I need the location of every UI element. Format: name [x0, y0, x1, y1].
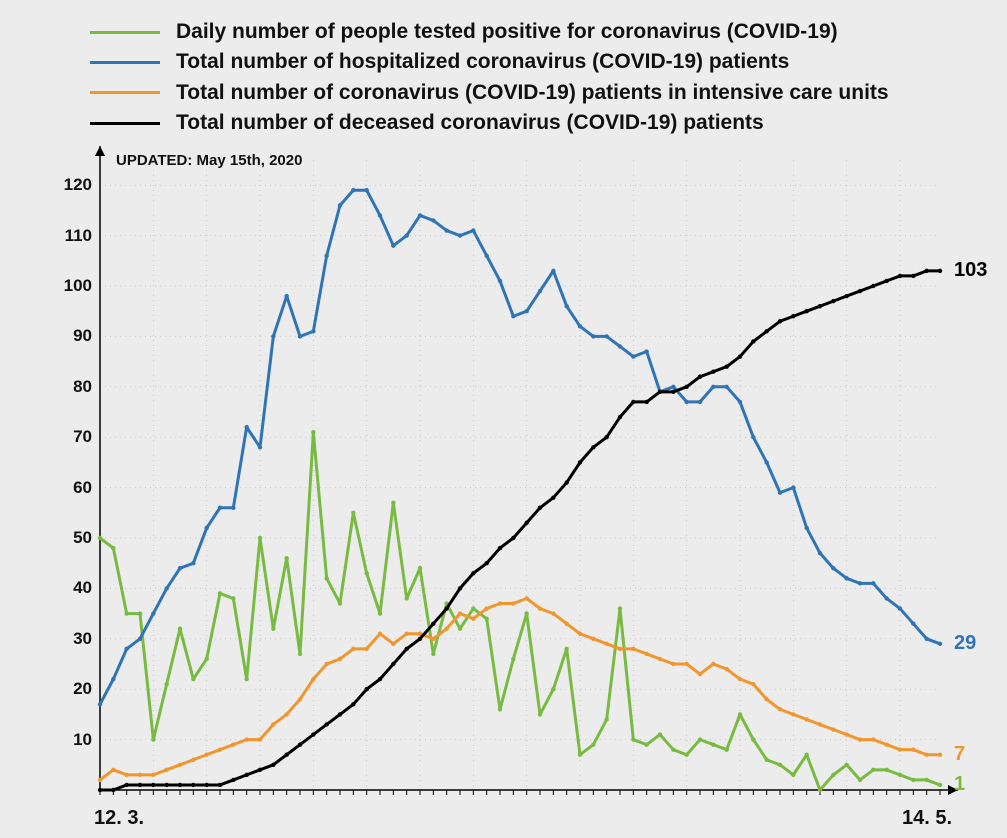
covid-line-chart: { "chart": { "type": "line", "width_px":…	[0, 0, 1007, 838]
y-tick-label: 40	[42, 578, 92, 598]
y-tick-label: 60	[42, 478, 92, 498]
series-line-deceased	[100, 271, 940, 790]
end-value-hospitalized: 29	[954, 632, 976, 655]
series-line-positive	[100, 432, 940, 790]
y-tick-label: 120	[42, 175, 92, 195]
chart-subtitle: UPDATED: May 15th, 2020	[116, 152, 302, 169]
y-tick-label: 90	[42, 326, 92, 346]
series-markers-hospitalized	[98, 188, 942, 706]
y-tick-label: 10	[42, 730, 92, 750]
y-tick-label: 20	[42, 679, 92, 699]
y-tick-label: 110	[42, 226, 92, 246]
end-value-positive: 1	[954, 773, 965, 796]
y-tick-label: 30	[42, 629, 92, 649]
y-tick-label: 50	[42, 528, 92, 548]
x-axis-start-label: 12. 3.	[94, 807, 144, 830]
series-line-hospitalized	[100, 190, 940, 704]
grid	[100, 160, 940, 790]
series-markers-positive	[98, 430, 942, 792]
plot-area	[0, 0, 1007, 838]
y-tick-label: 100	[42, 276, 92, 296]
y-tick-label: 70	[42, 427, 92, 447]
end-value-icu: 7	[954, 743, 965, 766]
x-axis-end-label: 14. 5.	[902, 807, 952, 830]
y-tick-label: 80	[42, 377, 92, 397]
end-value-deceased: 103	[954, 259, 987, 282]
